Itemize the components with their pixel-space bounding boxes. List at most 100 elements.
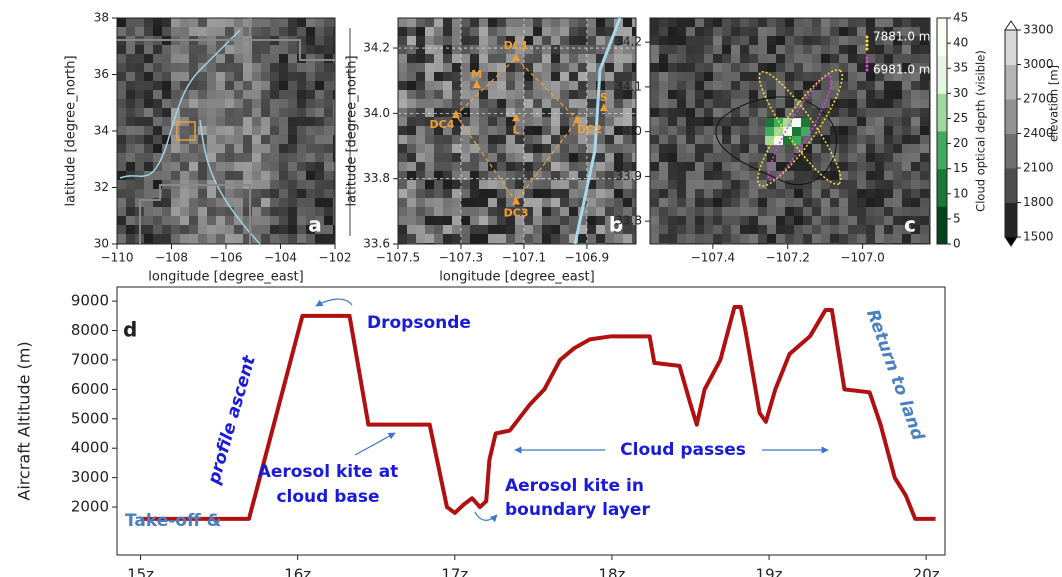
terrain-cell [324, 54, 333, 63]
terrain-cell [803, 216, 812, 225]
colorbar-segment [1005, 203, 1017, 238]
y-tick-label: 34.0 [363, 106, 390, 120]
terrain-cell [425, 216, 434, 225]
terrain-cell [578, 144, 587, 153]
terrain-cell [452, 234, 461, 243]
terrain-cell [497, 27, 506, 36]
terrain-cell [884, 216, 893, 225]
terrain-cell [416, 234, 425, 243]
terrain-cell [216, 108, 225, 117]
terrain-cell [407, 18, 416, 27]
terrain-cell [180, 225, 189, 234]
y-tick-label: 4000 [71, 439, 109, 457]
terrain-cell [542, 45, 551, 54]
terrain-cell [866, 126, 875, 135]
y-tick-label: 34.1 [615, 79, 642, 93]
annotation-arrow [316, 299, 352, 306]
terrain-cell [425, 198, 434, 207]
terrain-cell [297, 225, 306, 234]
terrain-cell [443, 225, 452, 234]
terrain-cell [713, 126, 722, 135]
terrain-cell [252, 72, 261, 81]
terrain-cell [488, 135, 497, 144]
terrain-cell [749, 63, 758, 72]
terrain-cell [902, 162, 911, 171]
terrain-cell [189, 234, 198, 243]
terrain-cell [686, 45, 695, 54]
terrain-cell [722, 27, 731, 36]
terrain-cell [560, 117, 569, 126]
terrain-cell [902, 171, 911, 180]
terrain-cell [731, 216, 740, 225]
terrain-cell [524, 108, 533, 117]
terrain-cell [569, 216, 578, 225]
terrain-cell [488, 90, 497, 99]
terrain-cell [144, 27, 153, 36]
terrain-cell [434, 18, 443, 27]
terrain-cell [452, 180, 461, 189]
terrain-cell [216, 216, 225, 225]
terrain-cell [767, 144, 776, 153]
terrain-cell [740, 81, 749, 90]
terrain-cell [713, 63, 722, 72]
terrain-cell [551, 180, 560, 189]
terrain-cell [515, 153, 524, 162]
terrain-cell [533, 153, 542, 162]
terrain-cell [497, 135, 506, 144]
terrain-cell [812, 126, 821, 135]
terrain-cell [794, 162, 803, 171]
terrain-cell [189, 216, 198, 225]
terrain-cell [180, 45, 189, 54]
level-label: 7881.0 m [873, 30, 931, 44]
terrain-cell [126, 198, 135, 207]
terrain-cell [695, 189, 704, 198]
terrain-cell [704, 153, 713, 162]
terrain-cell [117, 63, 126, 72]
terrain-cell [306, 198, 315, 207]
terrain-cell [857, 207, 866, 216]
terrain-cell [767, 180, 776, 189]
terrain-cell [216, 171, 225, 180]
terrain-cell [677, 36, 686, 45]
terrain-cell [704, 27, 713, 36]
terrain-cell [234, 81, 243, 90]
terrain-cell [866, 216, 875, 225]
terrain-cell [288, 72, 297, 81]
terrain-cell [731, 54, 740, 63]
terrain-cell [461, 162, 470, 171]
terrain-cell [812, 27, 821, 36]
terrain-cell [434, 225, 443, 234]
terrain-cell [425, 180, 434, 189]
terrain-cell [162, 225, 171, 234]
terrain-cell [398, 207, 407, 216]
terrain-cell [524, 234, 533, 243]
terrain-cell [117, 54, 126, 63]
terrain-cell [713, 45, 722, 54]
terrain-cell [171, 54, 180, 63]
terrain-cell [189, 63, 198, 72]
terrain-cell [614, 198, 623, 207]
terrain-cell [551, 63, 560, 72]
terrain-cell [234, 144, 243, 153]
terrain-cell [785, 63, 794, 72]
terrain-cell [686, 171, 695, 180]
terrain-cell [315, 135, 324, 144]
terrain-cell [902, 126, 911, 135]
terrain-cell [416, 144, 425, 153]
terrain-cell [902, 135, 911, 144]
terrain-cell [461, 216, 470, 225]
terrain-cell [297, 45, 306, 54]
terrain-cell [497, 225, 506, 234]
terrain-cell [234, 63, 243, 72]
terrain-cell [398, 126, 407, 135]
terrain-cell [443, 189, 452, 198]
terrain-cell [461, 81, 470, 90]
terrain-cell [524, 162, 533, 171]
terrain-cell [677, 207, 686, 216]
terrain-cell [704, 234, 713, 243]
y-tick-label: 34 [94, 124, 109, 138]
terrain-cell [488, 18, 497, 27]
terrain-cell [659, 207, 668, 216]
colorbar-segment [937, 93, 947, 131]
terrain [117, 18, 335, 244]
